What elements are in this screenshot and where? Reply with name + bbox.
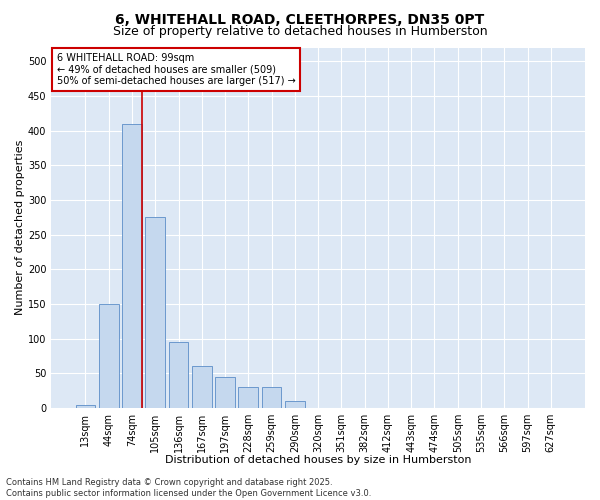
Text: 6, WHITEHALL ROAD, CLEETHORPES, DN35 0PT: 6, WHITEHALL ROAD, CLEETHORPES, DN35 0PT	[115, 12, 485, 26]
Text: Size of property relative to detached houses in Humberston: Size of property relative to detached ho…	[113, 25, 487, 38]
Bar	[145, 218, 165, 408]
Bar	[285, 401, 305, 408]
Bar	[262, 387, 281, 408]
X-axis label: Distribution of detached houses by size in Humberston: Distribution of detached houses by size …	[165, 455, 472, 465]
Y-axis label: Number of detached properties: Number of detached properties	[15, 140, 25, 316]
Bar	[99, 304, 119, 408]
Text: Contains HM Land Registry data © Crown copyright and database right 2025.
Contai: Contains HM Land Registry data © Crown c…	[6, 478, 371, 498]
Bar	[238, 387, 258, 408]
Bar	[192, 366, 212, 408]
Bar	[169, 342, 188, 408]
Bar	[76, 405, 95, 408]
Bar	[122, 124, 142, 408]
Bar	[215, 377, 235, 408]
Text: 6 WHITEHALL ROAD: 99sqm
← 49% of detached houses are smaller (509)
50% of semi-d: 6 WHITEHALL ROAD: 99sqm ← 49% of detache…	[56, 53, 295, 86]
